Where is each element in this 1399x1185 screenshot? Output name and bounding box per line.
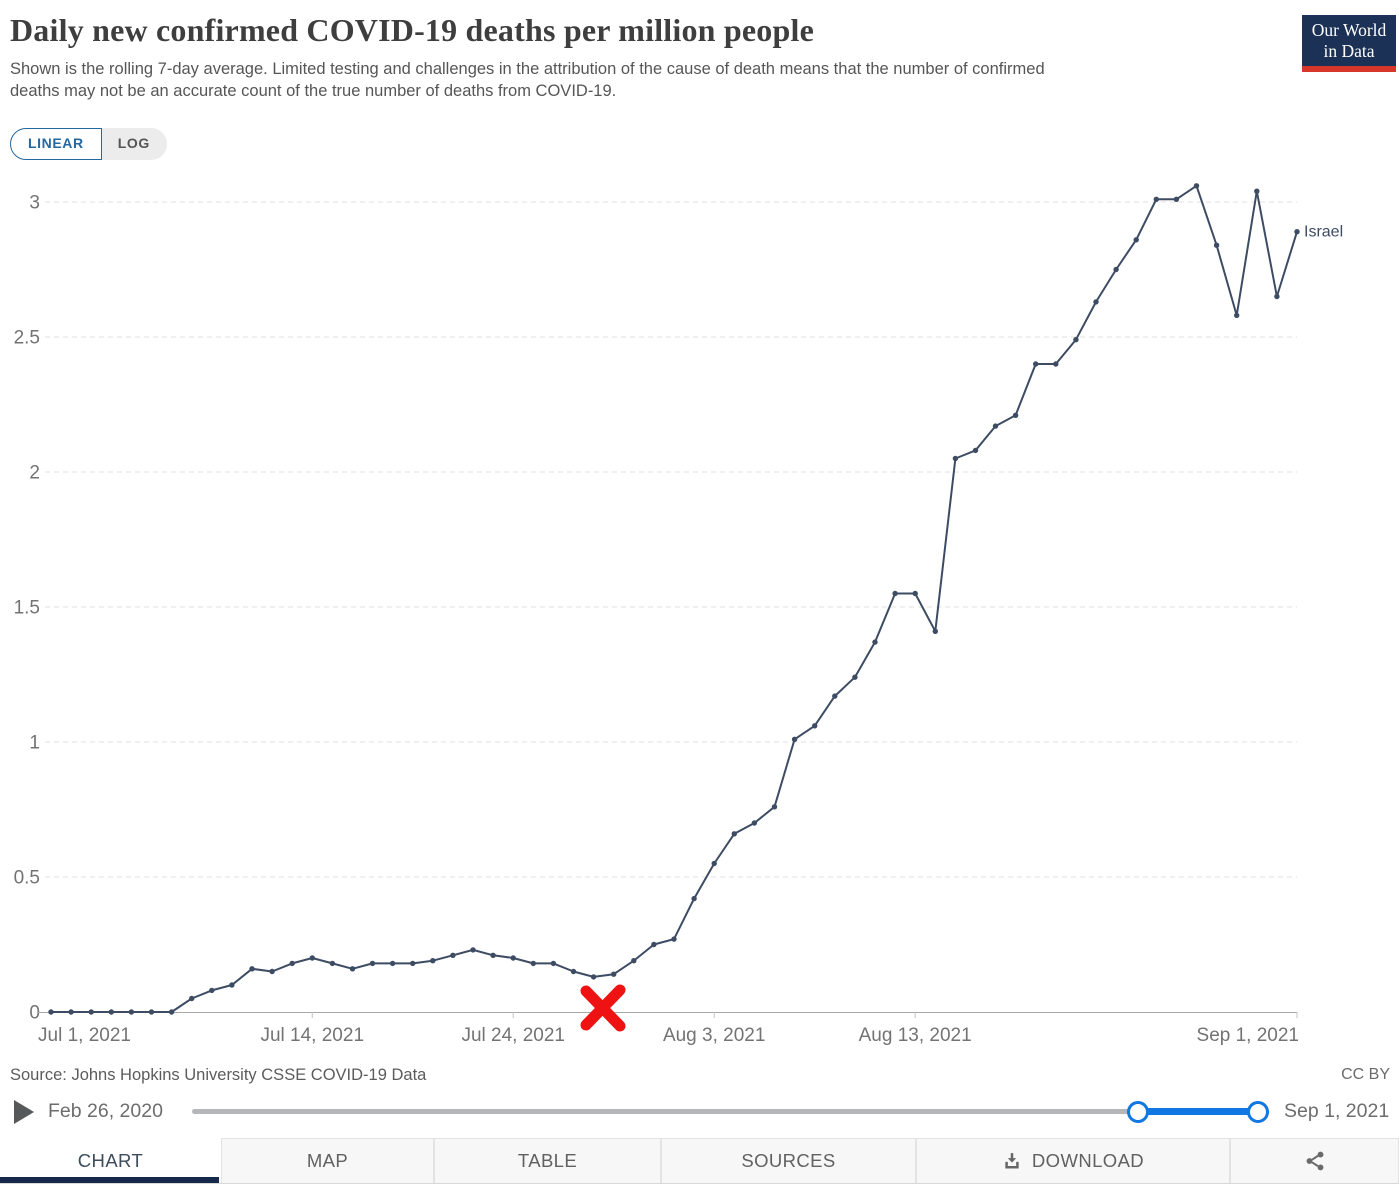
tab-share[interactable] bbox=[1230, 1138, 1399, 1183]
subtitle-line-2: deaths may not be an accurate count of t… bbox=[10, 81, 617, 100]
timeline-start-label[interactable]: Feb 26, 2020 bbox=[48, 1100, 163, 1122]
series-label-israel: Israel bbox=[1304, 224, 1343, 241]
svg-text:2: 2 bbox=[29, 463, 40, 484]
page-subtitle: Shown is the rolling 7-day average. Limi… bbox=[10, 59, 1045, 102]
linear-button[interactable]: LINEAR bbox=[10, 128, 102, 160]
svg-text:0: 0 bbox=[29, 1003, 40, 1024]
share-icon bbox=[1306, 1151, 1323, 1171]
svg-text:1: 1 bbox=[29, 733, 40, 754]
footer-tab-bar: CHART MAP TABLE SOURCES DOWNLOAD bbox=[0, 1138, 1399, 1184]
license-link[interactable]: CC BY bbox=[1341, 1066, 1390, 1083]
owid-logo-text: Our World in Data bbox=[1302, 15, 1396, 66]
x-axis: Jul 1, 2021 Jul 14, 2021 Jul 24, 2021 Aug 3… bbox=[38, 1012, 1299, 1046]
owid-logo[interactable]: Our World in Data bbox=[1302, 15, 1396, 72]
subtitle-line-1: Shown is the rolling 7-day average. Limi… bbox=[10, 60, 1045, 78]
log-button[interactable]: LOG bbox=[101, 128, 167, 160]
timeline-selected-range[interactable] bbox=[1137, 1108, 1258, 1115]
svg-text:1.5: 1.5 bbox=[14, 598, 40, 619]
svg-text:2.5: 2.5 bbox=[14, 328, 40, 349]
source-note: Source: Johns Hopkins University CSSE CO… bbox=[10, 1066, 427, 1084]
tab-chart[interactable]: CHART bbox=[0, 1138, 221, 1183]
tab-table[interactable]: TABLE bbox=[434, 1138, 661, 1183]
tab-sources[interactable]: SOURCES bbox=[661, 1138, 916, 1183]
svg-text:Jul 14, 2021: Jul 14, 2021 bbox=[260, 1025, 364, 1046]
x-mark-annotation bbox=[580, 984, 626, 1032]
tab-download[interactable]: DOWNLOAD bbox=[916, 1138, 1230, 1183]
play-button[interactable] bbox=[14, 1100, 34, 1124]
svg-text:Aug 3, 2021: Aug 3, 2021 bbox=[663, 1025, 765, 1046]
scale-toggle: LINEAR LOG bbox=[10, 128, 167, 160]
timeline-handle-start[interactable] bbox=[1127, 1101, 1149, 1123]
download-icon bbox=[1005, 1153, 1019, 1169]
svg-text:3: 3 bbox=[29, 193, 40, 214]
timeline-handle-end[interactable] bbox=[1247, 1101, 1269, 1123]
svg-text:Jul 24, 2021: Jul 24, 2021 bbox=[461, 1025, 565, 1046]
svg-text:Jul 1, 2021: Jul 1, 2021 bbox=[38, 1025, 131, 1046]
svg-text:Aug 13, 2021: Aug 13, 2021 bbox=[859, 1025, 972, 1046]
page-title: Daily new confirmed COVID-19 deaths per … bbox=[10, 12, 814, 48]
tab-download-label: DOWNLOAD bbox=[1031, 1150, 1145, 1171]
y-gridlines-and-labels: 0 0.5 1 1.5 2 2.5 3 bbox=[14, 193, 1297, 1024]
svg-text:Sep 1, 2021: Sep 1, 2021 bbox=[1197, 1025, 1299, 1046]
timeline-end-label[interactable]: Sep 1, 2021 bbox=[1284, 1100, 1390, 1122]
active-tab-underline bbox=[0, 1177, 219, 1183]
tab-map[interactable]: MAP bbox=[221, 1138, 434, 1183]
timeline-track[interactable] bbox=[192, 1109, 1258, 1114]
data-line-israel: Israel bbox=[48, 183, 1343, 1015]
owid-logo-red-bar bbox=[1302, 66, 1396, 72]
svg-text:0.5: 0.5 bbox=[14, 868, 40, 889]
